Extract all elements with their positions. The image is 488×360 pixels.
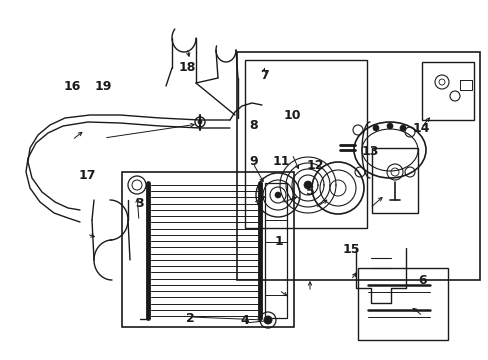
Text: 18: 18 (178, 61, 195, 74)
Bar (357, 268, 447, 340)
Circle shape (274, 192, 281, 198)
Text: 2: 2 (186, 312, 195, 325)
Bar (264, 183, 286, 318)
Circle shape (304, 181, 311, 189)
Text: 13: 13 (361, 145, 379, 158)
Text: 15: 15 (342, 243, 359, 256)
Circle shape (264, 316, 271, 324)
Bar (421, 62, 473, 120)
Circle shape (399, 125, 405, 131)
Circle shape (372, 125, 378, 131)
Text: 16: 16 (63, 80, 81, 93)
Circle shape (386, 123, 392, 129)
Bar (122, 172, 293, 327)
Bar (371, 148, 417, 213)
Text: 11: 11 (272, 155, 289, 168)
Text: 14: 14 (412, 122, 429, 135)
Bar (237, 52, 479, 280)
Text: 1: 1 (274, 235, 283, 248)
Text: 3: 3 (135, 197, 143, 210)
Text: 7: 7 (259, 69, 268, 82)
Text: 4: 4 (240, 314, 248, 327)
Bar (244, 60, 366, 228)
Text: 19: 19 (95, 80, 112, 93)
Text: 8: 8 (248, 120, 257, 132)
Circle shape (198, 120, 202, 124)
Text: 17: 17 (78, 169, 96, 182)
Text: 6: 6 (418, 274, 427, 287)
Text: 12: 12 (306, 159, 324, 172)
Text: 5: 5 (305, 185, 314, 198)
Text: 10: 10 (283, 109, 300, 122)
Text: 9: 9 (248, 155, 257, 168)
